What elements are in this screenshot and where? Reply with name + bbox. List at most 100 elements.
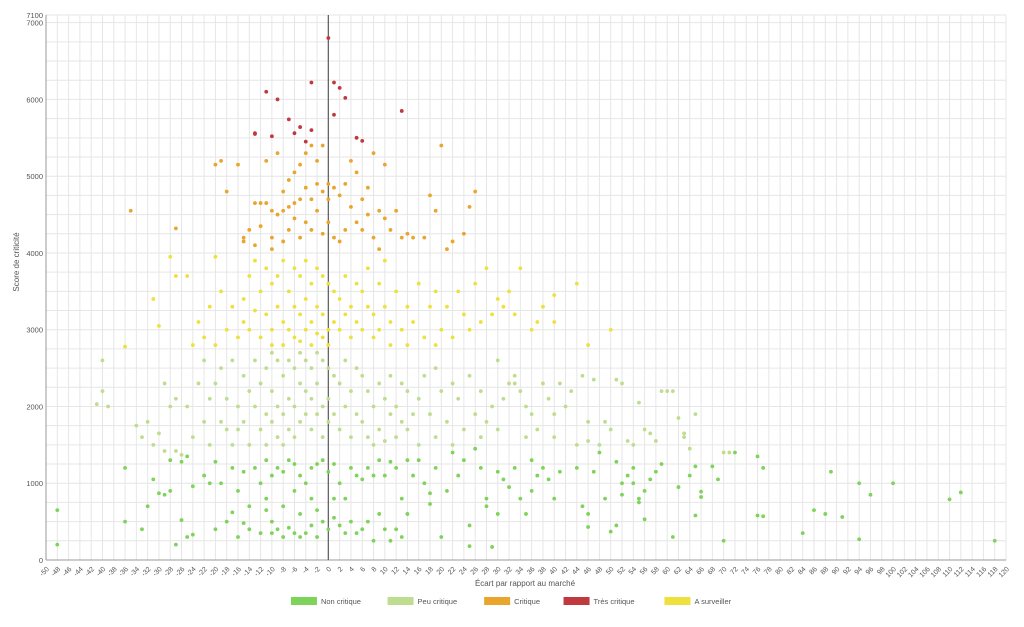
point-series-2 [281, 208, 286, 213]
point-series-0 [298, 535, 303, 539]
point-series-4 [168, 254, 173, 259]
point-series-4 [213, 343, 218, 347]
point-series-1 [574, 442, 579, 447]
point-series-2 [303, 220, 308, 225]
point-series-0 [360, 527, 365, 532]
point-series-4 [292, 304, 297, 309]
point-series-4 [365, 266, 370, 271]
point-series-1 [264, 366, 269, 370]
point-series-0 [552, 496, 557, 501]
point-series-0 [315, 508, 319, 513]
point-series-1 [202, 419, 207, 424]
legend-item[interactable]: Non critique [290, 597, 361, 606]
point-series-0 [337, 523, 342, 528]
point-series-4 [349, 304, 353, 309]
point-series-2 [382, 162, 387, 167]
point-series-1 [106, 404, 111, 409]
x-tick-label: -46 [61, 566, 73, 578]
point-series-4 [275, 274, 280, 278]
point-series-0 [360, 477, 365, 482]
point-series-1 [456, 396, 461, 401]
point-series-0 [394, 527, 399, 532]
point-series-1 [292, 404, 297, 409]
point-series-4 [315, 266, 319, 271]
point-series-0 [349, 519, 353, 524]
axes: -50 -48 -46 -44 -42 -40 -38 -36 -34 -32 -30 -28 -26-… [26, 11, 1011, 579]
point-series-2 [377, 208, 382, 213]
point-series-0 [236, 489, 240, 493]
point-series-2 [213, 162, 218, 167]
legend-item[interactable]: Très critique [563, 597, 635, 606]
point-series-1 [512, 381, 517, 386]
point-series-2 [173, 226, 178, 231]
point-series-3 [332, 80, 336, 85]
point-series-2 [303, 185, 308, 190]
point-series-4 [123, 344, 127, 349]
point-series-2 [292, 216, 297, 221]
point-series-1 [320, 435, 325, 440]
point-series-1 [173, 396, 178, 401]
point-series-3 [337, 86, 342, 90]
point-series-4 [253, 308, 257, 313]
x-tick-label: 116 [975, 566, 988, 579]
point-series-0 [411, 473, 415, 478]
y-tick-label: 4000 [26, 249, 43, 258]
point-series-1 [207, 396, 212, 401]
point-series-0 [557, 469, 562, 474]
point-series-2 [264, 158, 269, 163]
legend-item[interactable]: A surveiller [664, 597, 732, 606]
point-series-0 [868, 492, 873, 497]
point-series-1 [309, 366, 314, 370]
point-series-4 [411, 320, 415, 324]
point-series-0 [428, 491, 432, 496]
point-series-1 [382, 396, 387, 401]
point-series-4 [467, 327, 472, 332]
legend-swatch [563, 597, 590, 605]
point-series-1 [586, 439, 591, 443]
point-series-1 [134, 423, 139, 428]
point-series-0 [275, 527, 280, 532]
x-tick-label: 106 [919, 566, 932, 579]
point-series-2 [241, 235, 246, 240]
x-tick-label: -2 [313, 566, 322, 575]
x-tick-label: 100 [885, 566, 898, 579]
point-series-1 [473, 412, 478, 417]
point-series-0 [461, 458, 466, 463]
legend-item[interactable]: Peu critique [387, 597, 458, 606]
point-series-2 [332, 185, 336, 190]
x-tick-label: 32 [503, 566, 514, 577]
point-series-1 [196, 381, 201, 386]
point-series-0 [354, 531, 359, 536]
point-series-1 [416, 396, 421, 401]
point-series-0 [281, 504, 286, 509]
point-series-0 [281, 469, 286, 474]
point-series-1 [625, 439, 630, 443]
x-tick-label: 82 [786, 566, 797, 577]
x-tick-label: 78 [763, 566, 774, 577]
point-series-4 [371, 312, 376, 317]
point-series-0 [456, 473, 461, 478]
legend[interactable]: Non critique Peu critique Critique Très cri… [290, 597, 732, 606]
point-series-4 [326, 281, 331, 286]
point-series-2 [269, 247, 274, 252]
point-series-1 [162, 449, 167, 453]
point-series-4 [388, 320, 393, 324]
point-series-4 [298, 312, 303, 317]
point-series-4 [541, 304, 545, 309]
legend-item[interactable]: Critique [484, 597, 540, 606]
point-series-0 [343, 496, 348, 501]
point-series-2 [399, 235, 404, 240]
point-series-1 [546, 396, 551, 401]
point-series-4 [422, 335, 427, 340]
point-series-4 [405, 343, 410, 347]
x-tick-label: -38 [107, 566, 119, 578]
point-series-4 [241, 297, 246, 301]
x-tick-label: 62 [673, 566, 684, 577]
point-series-0 [241, 521, 246, 526]
point-series-0 [253, 465, 257, 470]
point-series-0 [716, 477, 720, 482]
point-series-0 [190, 484, 195, 489]
point-series-1 [219, 366, 223, 370]
point-series-1 [337, 427, 342, 432]
point-series-4 [360, 327, 365, 332]
